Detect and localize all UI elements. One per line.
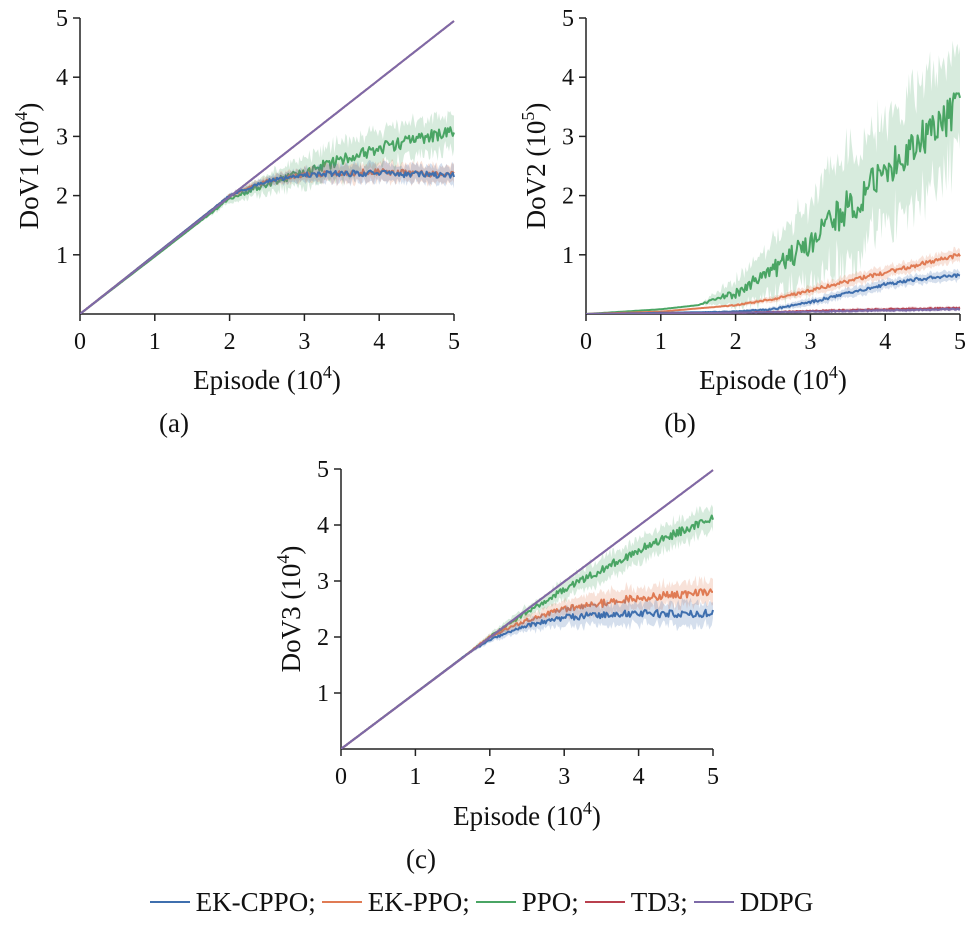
legend-label: TD3 (630, 886, 681, 917)
x-tick-label: 0 (74, 329, 86, 355)
legend-entry-ppo: PPO; (475, 886, 579, 918)
x-tick-label: 4 (633, 764, 645, 790)
x-tick-label: 1 (655, 329, 667, 355)
legend-label: DDPG (739, 886, 814, 917)
band-ppo (80, 110, 454, 314)
x-axis-label: Episode (104) (193, 362, 341, 395)
y-axis-label: DoV1 (104) (11, 103, 44, 230)
series-line-ppo (586, 92, 961, 314)
y-tick-label: 3 (317, 569, 329, 595)
y-axis-label: DoV2 (105) (518, 103, 551, 230)
y-tick-label: 1 (56, 243, 68, 269)
x-tick-label: 1 (409, 764, 421, 790)
legend-label: EK-CPPO (195, 886, 309, 917)
x-tick-label: 3 (558, 764, 570, 790)
series-line-ddpg (586, 307, 961, 314)
y-tick-label: 5 (56, 6, 68, 32)
legend-entry-ek-ppo: EK-PPO; (321, 886, 470, 918)
y-tick-label: 4 (56, 65, 68, 91)
x-tick-label: 3 (804, 329, 816, 355)
y-tick-label: 5 (317, 457, 329, 483)
band-ek-ppo (80, 158, 454, 314)
y-tick-label: 2 (317, 625, 329, 651)
x-tick-label: 2 (730, 329, 742, 355)
panel-label: (a) (159, 408, 189, 438)
x-axis-label: Episode (104) (453, 798, 601, 831)
x-axis-label: Episode (104) (699, 362, 847, 395)
x-tick-label: 4 (879, 329, 891, 355)
series-line-ddpg (341, 469, 714, 749)
x-tick-label: 2 (484, 764, 496, 790)
legend-swatch (475, 901, 516, 903)
legend-swatch (321, 901, 362, 903)
x-tick-label: 1 (149, 329, 161, 355)
band-ppo (341, 504, 713, 749)
band-ppo (586, 40, 960, 314)
y-tick-label: 1 (562, 243, 574, 269)
legend-label: PPO (521, 886, 572, 917)
legend-separator: ; (680, 886, 688, 917)
legend-separator: ; (308, 886, 316, 917)
x-tick-label: 5 (954, 329, 966, 355)
legend-separator: ; (571, 886, 579, 917)
series-line-ppo (80, 126, 455, 314)
legend-entry-ddpg: DDPG (693, 886, 814, 918)
y-tick-label: 2 (56, 184, 68, 210)
chart-panel-3: 0 1 2 3 4 5 1 2 3 4 5 Episode (104) DoV3 (104) (c) (273, 457, 719, 874)
legend-swatch (584, 901, 625, 903)
y-axis-label: DoV3 (104) (273, 546, 306, 673)
y-tick-label: 4 (562, 65, 574, 91)
figure: 0 1 2 3 4 5 1 2 3 4 5 Episode (104) DoV1 (104) (a) 0 1 2… (11, 6, 966, 874)
y-tick-label: 3 (562, 124, 574, 150)
legend-entry-ek-cppo: EK-CPPO; (149, 886, 316, 918)
x-tick-label: 2 (224, 329, 236, 355)
chart-panel-2: 0 1 2 3 4 5 1 2 3 4 5 Episode (104) DoV2 (105) (b) (518, 6, 966, 438)
y-tick-label: 5 (562, 6, 574, 32)
y-tick-label: 2 (562, 184, 574, 210)
panel-label: (c) (406, 844, 436, 874)
y-tick-label: 4 (317, 513, 329, 539)
band-ddpg (586, 306, 960, 314)
y-tick-label: 1 (317, 681, 329, 707)
x-tick-label: 0 (580, 329, 592, 355)
legend-swatch (693, 901, 734, 903)
legend-swatch (149, 901, 190, 903)
x-tick-label: 5 (448, 329, 460, 355)
series-line-ddpg (80, 20, 455, 314)
x-tick-label: 0 (335, 764, 347, 790)
legend-entry-td3: TD3; (584, 886, 688, 918)
x-tick-label: 3 (298, 329, 310, 355)
legend-label: EK-PPO (367, 886, 463, 917)
chart-panel-1: 0 1 2 3 4 5 1 2 3 4 5 Episode (104) DoV1 (104) (a) (11, 6, 460, 438)
x-tick-label: 4 (373, 329, 385, 355)
band-ek-cppo (80, 160, 454, 314)
legend-separator: ; (462, 886, 470, 917)
y-tick-label: 3 (56, 124, 68, 150)
legend: EK-CPPO; EK-PPO; PPO; TD3; DDPG (0, 880, 969, 924)
band-td3 (586, 305, 960, 314)
x-tick-label: 5 (707, 764, 719, 790)
panel-label: (b) (664, 408, 695, 438)
